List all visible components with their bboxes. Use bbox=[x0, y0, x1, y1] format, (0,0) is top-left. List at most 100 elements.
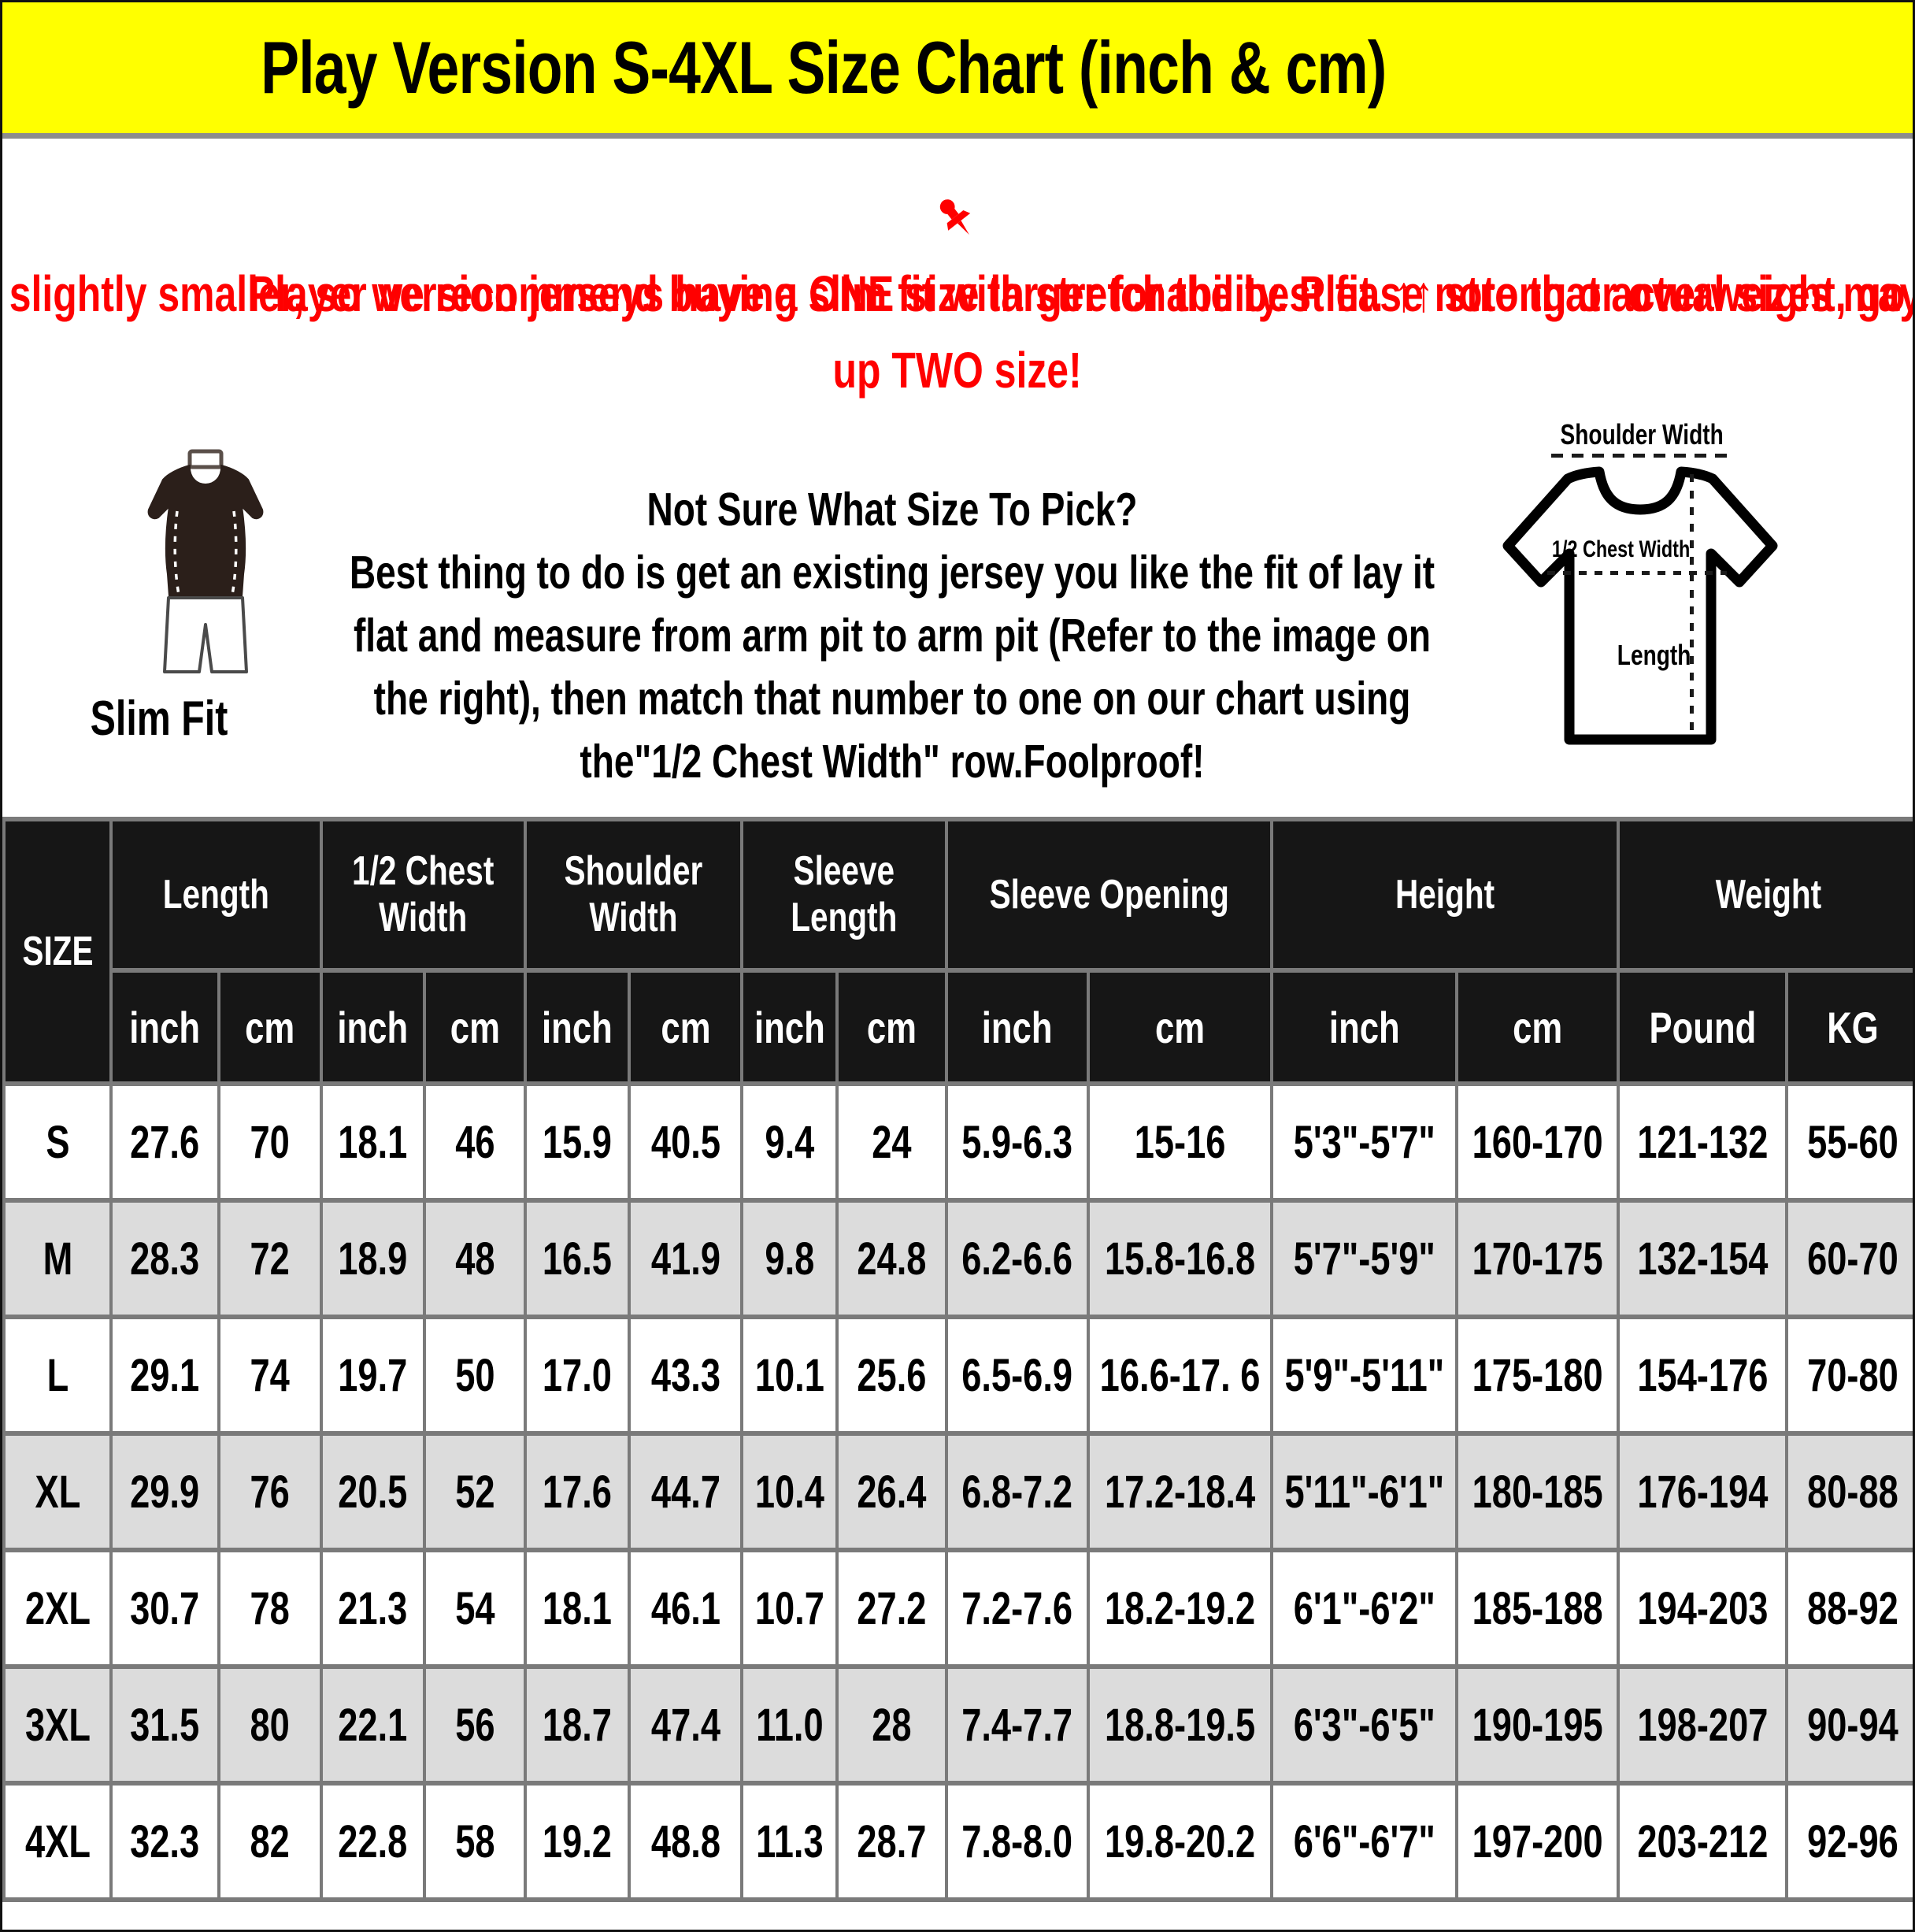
size-cell: L bbox=[2, 1315, 113, 1436]
value-cell: 15-16 bbox=[1087, 1081, 1274, 1203]
value-cell: 6'6"-6'7" bbox=[1270, 1781, 1459, 1902]
table-row-4xl: 4XL 32.3 82 22.8 58 19.2 48.8 11.3 28.7 … bbox=[2, 1781, 1913, 1902]
half-chest-width-label: 1/2 Chest Width bbox=[1552, 536, 1691, 562]
value-cell: 10.7 bbox=[740, 1548, 839, 1669]
col-group-weight: Weight bbox=[1617, 817, 1913, 973]
value-cell: 92-96 bbox=[1785, 1781, 1913, 1902]
value-cell: 180-185 bbox=[1455, 1431, 1621, 1552]
value-cell: 48 bbox=[423, 1198, 528, 1319]
table-row-3xl: 3XL 31.5 80 22.1 56 18.7 47.4 11.0 28 7.… bbox=[2, 1664, 1913, 1786]
value-cell: 19.7 bbox=[320, 1315, 427, 1436]
value-cell: 16.6-17. 6 bbox=[1087, 1315, 1274, 1436]
value-cell: 20.5 bbox=[320, 1431, 427, 1552]
value-cell: 18.2-19.2 bbox=[1087, 1548, 1274, 1669]
size-cell: 4XL bbox=[2, 1781, 113, 1902]
value-cell: 40.5 bbox=[628, 1081, 744, 1203]
value-cell: 25.6 bbox=[835, 1315, 949, 1436]
value-cell: 21.3 bbox=[320, 1548, 427, 1669]
guide-line: flat and measure from arm pit to arm pit… bbox=[353, 610, 1432, 662]
notice-line-3: up TWO size! bbox=[2, 332, 1913, 409]
value-cell: 160-170 bbox=[1455, 1081, 1621, 1203]
value-cell: 70 bbox=[217, 1081, 324, 1203]
value-cell: 72 bbox=[217, 1198, 324, 1319]
value-cell: 185-188 bbox=[1455, 1548, 1621, 1669]
value-cell: 28 bbox=[835, 1664, 949, 1786]
value-cell: 32.3 bbox=[109, 1781, 220, 1902]
col-group-sleeve-opening: Sleeve Opening bbox=[945, 817, 1274, 973]
value-cell: 7.2-7.6 bbox=[945, 1548, 1091, 1669]
table-group-header-row: SIZE Length 1/2 Chest Width Shoulder Wid… bbox=[2, 817, 1913, 1086]
value-cell: 6.8-7.2 bbox=[945, 1431, 1091, 1552]
value-cell: 19.2 bbox=[524, 1781, 632, 1902]
value-cell: 5.9-6.3 bbox=[945, 1081, 1091, 1203]
value-cell: 154-176 bbox=[1617, 1315, 1789, 1436]
unit-header: cm bbox=[1455, 968, 1621, 1086]
value-cell: 55-60 bbox=[1785, 1081, 1913, 1203]
guide-line: the"1/2 Chest Width" row.Foolproof! bbox=[580, 736, 1205, 788]
notice-text: Player version jerseys have a slim fit w… bbox=[248, 265, 1915, 322]
value-cell: 78 bbox=[217, 1548, 324, 1669]
value-cell: 197-200 bbox=[1455, 1781, 1621, 1902]
guide-heading: Not Sure What Size To Pick? bbox=[646, 484, 1138, 536]
value-cell: 9.8 bbox=[740, 1198, 839, 1319]
guide-line: Best thing to do is get an existing jers… bbox=[349, 547, 1435, 599]
value-cell: 80 bbox=[217, 1664, 324, 1786]
value-cell: 170-175 bbox=[1455, 1198, 1621, 1319]
value-cell: 22.8 bbox=[320, 1781, 427, 1902]
value-cell: 48.8 bbox=[628, 1781, 744, 1902]
value-cell: 31.5 bbox=[109, 1664, 220, 1786]
value-cell: 17.2-18.4 bbox=[1087, 1431, 1274, 1552]
chest-width-dashed-line bbox=[1547, 571, 1727, 575]
value-cell: 18.1 bbox=[320, 1081, 427, 1203]
value-cell: 27.6 bbox=[109, 1081, 220, 1203]
col-group-length: Length bbox=[109, 817, 324, 973]
value-cell: 56 bbox=[423, 1664, 528, 1786]
col-group-height: Height bbox=[1270, 817, 1621, 973]
unit-header: cm bbox=[1087, 968, 1274, 1086]
tshirt-outline-icon bbox=[1502, 466, 1778, 745]
size-cell: S bbox=[2, 1081, 113, 1203]
value-cell: 6'3"-6'5" bbox=[1270, 1664, 1459, 1786]
unit-header: inch bbox=[524, 968, 632, 1086]
slim-fit-label: Slim Fit bbox=[90, 692, 228, 746]
middle-section: Slim Fit Not Sure What Size To Pick? Bes… bbox=[2, 417, 1913, 810]
value-cell: 16.5 bbox=[524, 1198, 632, 1319]
value-cell: 46 bbox=[423, 1081, 528, 1203]
unit-header: inch bbox=[945, 968, 1091, 1086]
size-pick-guide: Not Sure What Size To Pick? Best thing t… bbox=[302, 478, 1483, 793]
measuring-diagram: Shoulder Width 1/2 Chest Width Length bbox=[1459, 417, 1839, 810]
value-cell: 198-207 bbox=[1617, 1664, 1789, 1786]
value-cell: 10.1 bbox=[740, 1315, 839, 1436]
value-cell: 18.9 bbox=[320, 1198, 427, 1319]
value-cell: 80-88 bbox=[1785, 1431, 1913, 1552]
value-cell: 29.9 bbox=[109, 1431, 220, 1552]
value-cell: 121-132 bbox=[1617, 1081, 1789, 1203]
value-cell: 5'3"-5'7" bbox=[1270, 1081, 1459, 1203]
slim-fit-figure-icon bbox=[147, 449, 264, 673]
unit-header: KG bbox=[1785, 968, 1913, 1086]
value-cell: 28.7 bbox=[835, 1781, 949, 1902]
value-cell: 52 bbox=[423, 1431, 528, 1552]
value-cell: 54 bbox=[423, 1548, 528, 1669]
col-header-size: SIZE bbox=[2, 817, 113, 1086]
value-cell: 7.4-7.7 bbox=[945, 1664, 1091, 1786]
unit-header: cm bbox=[423, 968, 528, 1086]
table-unit-header-row: inch cm inch cm inch cm inch cm inch cm … bbox=[4, 968, 1913, 1086]
value-cell: 90-94 bbox=[1785, 1664, 1913, 1786]
length-dashed-line bbox=[1690, 474, 1694, 739]
value-cell: 76 bbox=[217, 1431, 324, 1552]
value-cell: 15.8-16.8 bbox=[1087, 1198, 1274, 1319]
unit-header: inch bbox=[1270, 968, 1459, 1086]
table-row-xl: XL 29.9 76 20.5 52 17.6 44.7 10.4 26.4 6… bbox=[2, 1431, 1913, 1552]
value-cell: 47.4 bbox=[628, 1664, 744, 1786]
unit-header: inch bbox=[320, 968, 427, 1086]
value-cell: 28.3 bbox=[109, 1198, 220, 1319]
size-cell: M bbox=[2, 1198, 113, 1319]
value-cell: 24.8 bbox=[835, 1198, 949, 1319]
unit-header: cm bbox=[628, 968, 744, 1086]
table-row-2xl: 2XL 30.7 78 21.3 54 18.1 46.1 10.7 27.2 … bbox=[2, 1548, 1913, 1669]
value-cell: 50 bbox=[423, 1315, 528, 1436]
value-cell: 5'9"-5'11" bbox=[1270, 1315, 1459, 1436]
value-cell: 58 bbox=[423, 1781, 528, 1902]
